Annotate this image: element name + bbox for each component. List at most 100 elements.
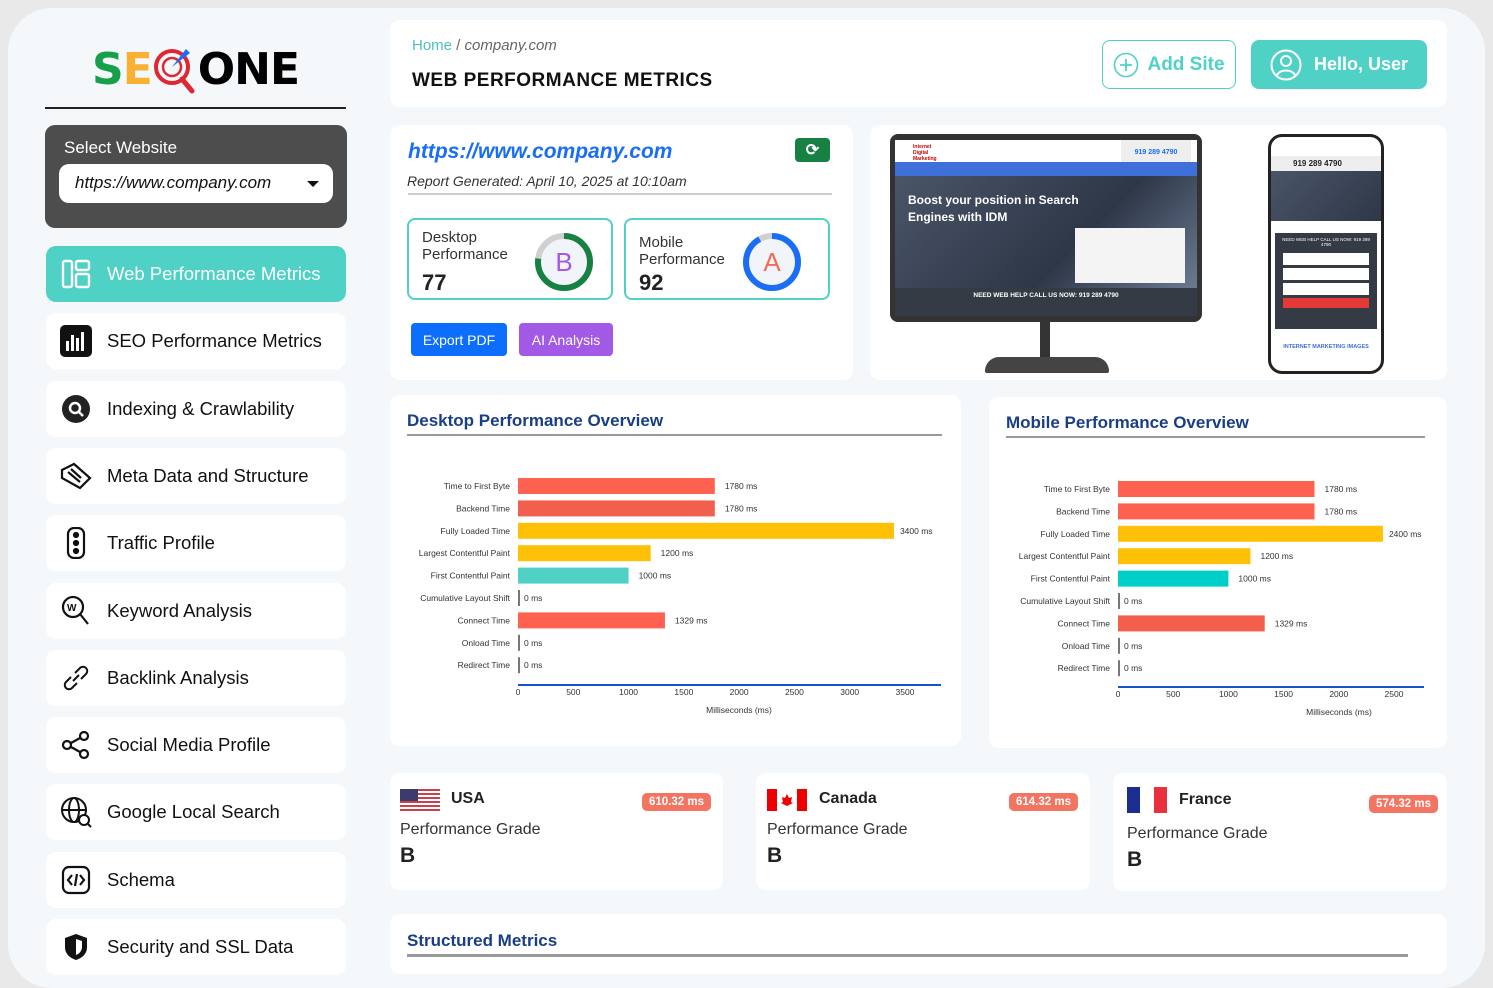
site-preview-card: Internet Digital Marketing 919 289 4790 … [870,125,1447,380]
sidebar-item-label: SEO Performance Metrics [107,330,322,352]
sidebar-item-label: Traffic Profile [107,532,215,554]
data-label: 1200 ms [1260,551,1293,561]
desktop-preview: Internet Digital Marketing 919 289 4790 … [890,134,1202,322]
preview-cta: NEED WEB HELP CALL US NOW: 919 289 4790 [895,288,1197,316]
keyword-search-icon: W [60,595,92,627]
region-card-usa: USA 610.32 ms Performance Grade B [390,773,723,890]
sidebar-item-indexing-crawlability[interactable]: Indexing & Crawlability [46,380,346,437]
region-name: USA [451,790,485,807]
share-icon [60,729,92,761]
category-label: First Contentful Paint [1031,574,1111,584]
mobile-performance-card: Mobile Performance 92 A [624,218,830,300]
data-label: 1329 ms [1275,618,1308,628]
category-label: Backend Time [456,503,510,513]
category-label: Backend Time [1056,506,1110,516]
add-site-button[interactable]: Add Site [1102,40,1236,89]
user-menu-button[interactable]: Hello, User [1251,40,1427,89]
monitor-stand [1040,322,1050,358]
canada-flag-icon [767,789,807,811]
bar [1118,570,1229,587]
preview-site-header: Internet Digital Marketing 919 289 4790 [895,140,1197,162]
bar [1118,481,1315,497]
mobile-preview-cta: NEED WEB HELP CALL US NOW: 919 289 4790 [1282,237,1370,247]
refresh-button[interactable]: ⟳ [795,138,830,162]
sidebar-item-schema[interactable]: Schema [46,851,346,908]
export-pdf-button[interactable]: Export PDF [411,323,507,356]
data-label: 1000 ms [639,571,672,581]
sidebar-item-label: Keyword Analysis [107,599,252,621]
x-tick-label: 1500 [674,687,693,697]
region-card-france: France 574.32 ms Performance Grade B [1113,773,1447,891]
france-flag-icon [1127,787,1167,813]
region-latency-badge: 574.32 ms [1369,795,1438,813]
sidebar-item-social-media-profile[interactable]: Social Media Profile [46,717,346,774]
mobile-preview-phone: 919 289 4790 [1271,156,1381,171]
x-tick-label: 500 [1166,689,1180,699]
report-card: https://www.company.com ⟳ Report Generat… [390,125,853,380]
sidebar-item-label: Schema [107,868,175,890]
desktop-chart-card: Desktop Performance Overview Time to Fir… [390,395,961,746]
bar [1118,503,1315,520]
tag-icon [60,460,92,492]
category-label: Cumulative Layout Shift [420,593,510,603]
link-icon [60,662,92,694]
preview-nav [895,162,1197,176]
mobile-preview: 919 289 4790 NEED WEB HELP CALL US NOW: … [1268,134,1384,374]
preview-google-image [1075,228,1185,283]
bar [518,500,715,517]
sidebar-item-google-local-search[interactable]: Google Local Search [46,784,346,841]
sidebar-item-seo-performance-metrics[interactable]: SEO Performance Metrics [46,313,346,370]
performance-grade: B [767,844,783,867]
sidebar-item-label: Google Local Search [107,801,280,823]
bar [518,478,715,494]
selected-website: https://www.company.com [75,173,272,192]
search-icon [60,393,92,425]
mobile-chart-title: Mobile Performance Overview [1006,413,1249,432]
performance-grade: B [1127,848,1143,871]
ring-progress [535,233,593,291]
sidebar-item-web-performance-metrics[interactable]: Web Performance Metrics [46,246,346,302]
website-select[interactable]: https://www.company.com [59,164,333,203]
region-name: Canada [819,790,877,807]
ai-analysis-button[interactable]: AI Analysis [519,323,613,356]
sidebar-item-traffic-profile[interactable]: Traffic Profile [46,515,346,572]
svg-text:W: W [67,603,77,614]
dashboard-icon [60,258,92,290]
report-url[interactable]: https://www.company.com [408,140,673,163]
mobile-label-2: Performance [639,251,725,268]
data-label: 0 ms [1124,641,1142,651]
x-tick-label: 2500 [785,687,804,697]
x-tick-label: 0 [1116,689,1121,699]
performance-grade-label: Performance Grade [400,821,541,838]
structured-metrics-title: Structured Metrics [407,931,558,950]
sidebar-item-label: Indexing & Crawlability [107,397,295,419]
breadcrumb-home[interactable]: Home [412,37,453,54]
breadcrumb: Home / company.com [412,37,557,54]
mobile-performance-chart: Time to First Byte 1780 ms Backend Time 178… [1019,481,1424,717]
sidebar-item-label: Security and SSL Data [107,936,294,957]
data-label: 2400 ms [1389,529,1422,539]
x-axis-label: Milliseconds (ms) [1306,707,1372,717]
desktop-grade-ring: B [535,233,593,291]
breadcrumb-current: company.com [464,37,557,54]
bar [518,634,520,651]
category-label: Largest Contentful Paint [1019,551,1111,561]
x-tick-label: 3500 [896,687,915,697]
x-tick-label: 3000 [840,687,859,697]
bar [518,590,520,606]
sidebar-item-security-and-ssl-data[interactable]: Security and SSL Data [46,919,346,975]
refresh-icon: ⟳ [805,142,820,159]
divider [408,193,832,195]
preview-hero-text: Boost your position in Search Engines wi… [908,193,1079,224]
sidebar-item-meta-data-and-structure[interactable]: Meta Data and Structure [46,447,346,504]
bar [518,545,651,562]
bar [1118,637,1120,654]
data-label: 1780 ms [725,503,758,513]
divider [407,434,942,436]
category-label: Redirect Time [458,660,511,670]
mobile-preview-hero [1271,171,1381,221]
header-card: Home / company.com WEB PERFORMANCE METRI… [390,20,1447,107]
sidebar-item-keyword-analysis[interactable]: W Keyword Analysis [46,582,346,639]
sidebar-item-backlink-analysis[interactable]: Backlink Analysis [46,649,346,706]
grade-letter: B [555,247,572,277]
